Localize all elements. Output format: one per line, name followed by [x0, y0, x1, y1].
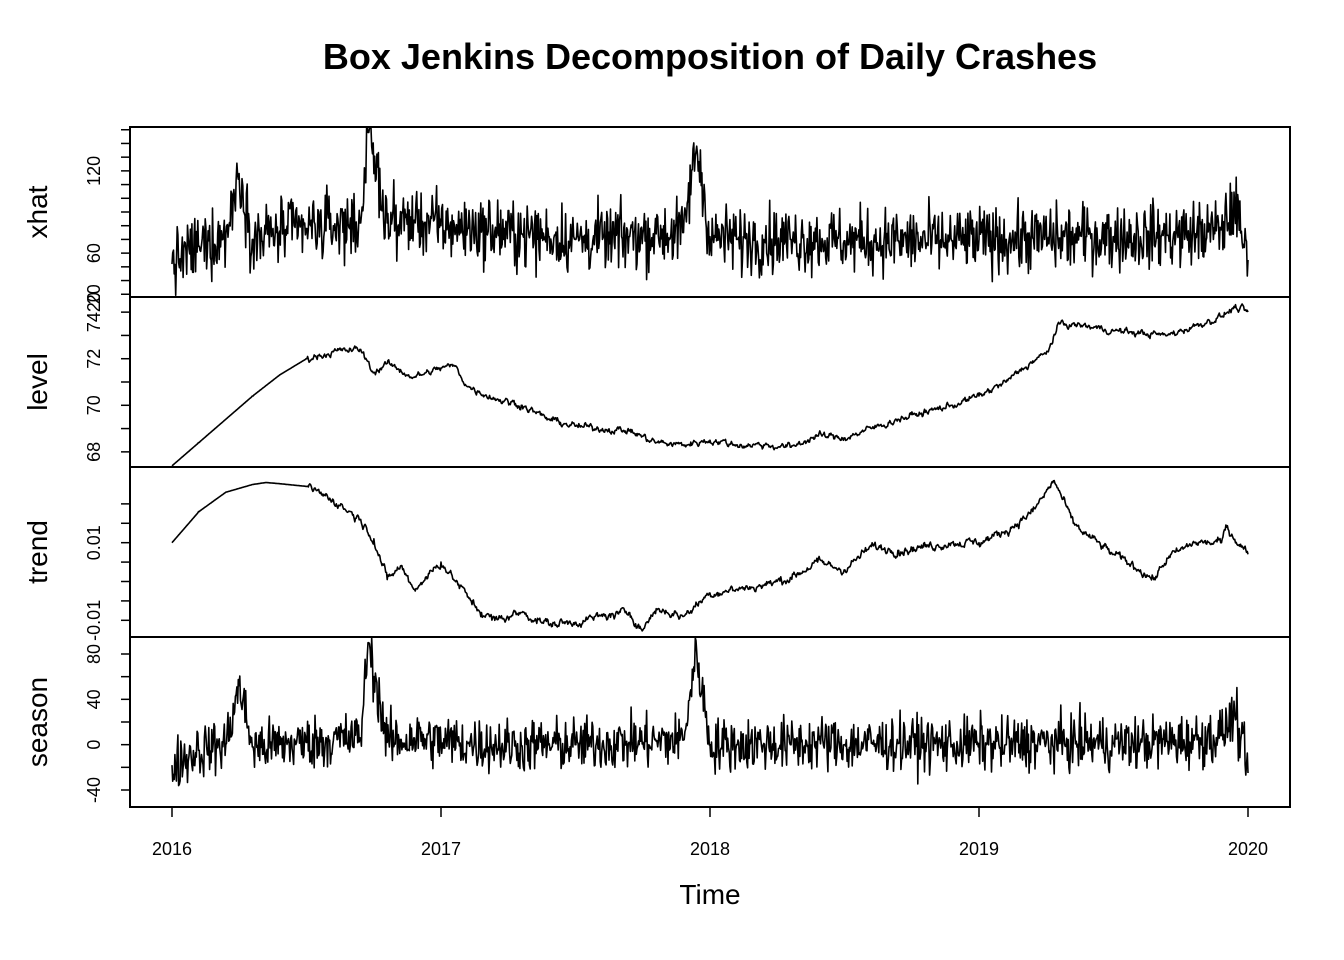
y-tick-label-level: 72	[84, 349, 104, 369]
panel-trend: -0.01 0.01 trend	[22, 466, 1291, 641]
panel-frame-xhat	[129, 126, 1291, 298]
x-tick-label: 2016	[152, 839, 192, 859]
y-tick-label-trend: -0.01	[84, 600, 104, 641]
panel-label-season: season	[22, 677, 53, 767]
x-axis-label: Time	[679, 879, 740, 910]
y-tick-label-xhat: 120	[84, 156, 104, 186]
x-axis: 2016 2017 2018 2019 2020	[152, 807, 1268, 859]
y-tick-label-season: -40	[84, 777, 104, 803]
y-tick-label-level: 7420	[84, 292, 104, 332]
y-tick-label-xhat: 20	[84, 284, 104, 304]
x-tick-label: 2020	[1228, 839, 1268, 859]
panel-label-level: level	[22, 353, 53, 411]
y-tick-label-season: 80	[84, 644, 104, 664]
x-tick-label: 2019	[959, 839, 999, 859]
panel-level: 68 70 72 7420 level	[22, 292, 1291, 468]
panel-xhat: 20 60 120 xhat	[22, 126, 1291, 304]
y-tick-label-xhat: 60	[84, 243, 104, 263]
y-tick-label-season: 40	[84, 689, 104, 709]
x-tick-label: 2017	[421, 839, 461, 859]
series-line-season	[171, 637, 1249, 787]
panel-season: -40 0 40 80 season	[22, 636, 1291, 808]
chart-title: Box Jenkins Decomposition of Daily Crash…	[322, 36, 1098, 77]
panel-frame-season	[129, 636, 1291, 808]
panel-label-xhat: xhat	[22, 185, 53, 238]
y-tick-label-level: 68	[84, 442, 104, 462]
series-line-level	[171, 303, 1249, 467]
series-line-xhat	[171, 127, 1249, 297]
y-tick-label-season: 0	[84, 740, 104, 750]
y-tick-label-trend: 0.01	[84, 525, 104, 560]
panel-label-trend: trend	[22, 520, 53, 584]
series-line-trend	[171, 479, 1249, 632]
panels: 20 60 120 xhat 68 70 72 7420 level -0.01 0.01 trend…	[22, 126, 1291, 808]
x-tick-label: 2018	[690, 839, 730, 859]
y-tick-label-level: 70	[84, 395, 104, 415]
